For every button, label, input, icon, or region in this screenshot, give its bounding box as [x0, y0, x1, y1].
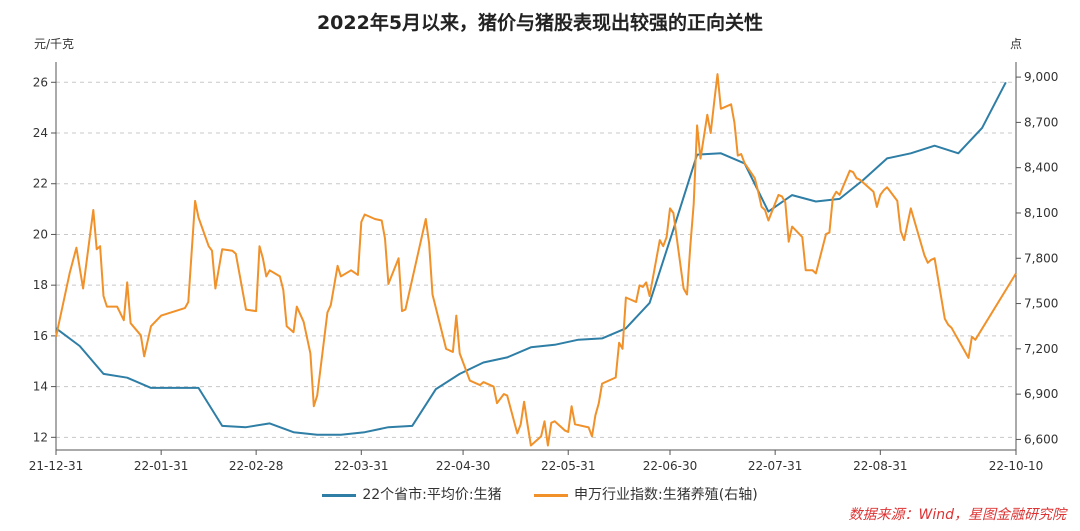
axes — [51, 62, 1021, 455]
x-tick-label: 22-05-31 — [541, 459, 595, 473]
left-axis-unit: 元/千克 — [34, 37, 74, 51]
left-tick-label: 22 — [33, 177, 48, 191]
right-tick-label: 7,200 — [1024, 342, 1058, 356]
legend-swatch-index — [534, 493, 569, 497]
left-tick-label: 12 — [33, 430, 48, 444]
legend-label-pig-price: 22个省市:平均价:生猪 — [362, 487, 502, 503]
right-axis-unit: 点 — [1010, 37, 1022, 51]
x-tick-label: 22-01-31 — [134, 459, 188, 473]
left-tick-label: 20 — [33, 227, 48, 241]
left-tick-label: 16 — [33, 329, 48, 343]
x-tick-label: 22-10-10 — [989, 459, 1043, 473]
left-tick-label: 24 — [33, 126, 48, 140]
x-tick-label: 22-03-31 — [334, 459, 388, 473]
legend-item-pig-price: 22个省市:平均价:生猪 — [322, 484, 502, 504]
x-tick-label: 22-06-30 — [643, 459, 697, 473]
right-tick-label: 8,400 — [1024, 161, 1058, 175]
legend-item-index: 申万行业指数:生猪养殖(右轴) — [534, 484, 758, 504]
chart-title: 2022年5月以来，猪价与猪股表现出较强的正向关性 — [316, 12, 764, 34]
legend: 22个省市:平均价:生猪 申万行业指数:生猪养殖(右轴) — [0, 484, 1080, 504]
legend-swatch-pig-price — [322, 493, 357, 497]
series — [55, 73, 1017, 447]
x-tick-label: 22-04-30 — [436, 459, 490, 473]
grid — [56, 81, 1016, 438]
x-tick-label: 21-12-31 — [29, 459, 83, 473]
x-tick-label: 22-02-28 — [229, 459, 283, 473]
x-tick-label: 22-08-31 — [853, 459, 907, 473]
right-tick-label: 6,900 — [1024, 387, 1058, 401]
tick-labels: 12 14 16 18 20 22 24 26 6,600 6,900 7,200 7,500 7,80… — [29, 70, 1059, 473]
left-tick-label: 26 — [33, 75, 48, 89]
legend-label-index: 申万行业指数:生猪养殖(右轴) — [574, 487, 758, 503]
right-tick-label: 7,800 — [1024, 251, 1058, 265]
right-tick-label: 9,000 — [1024, 70, 1058, 84]
series-line-pig-price — [55, 81, 1007, 436]
x-tick-label: 22-07-31 — [748, 459, 802, 473]
source-note: 数据来源：Wind，星图金融研究院 — [848, 507, 1067, 523]
right-tick-label: 8,100 — [1024, 206, 1058, 220]
right-tick-label: 8,700 — [1024, 115, 1058, 129]
left-tick-label: 18 — [33, 278, 48, 292]
left-tick-label: 14 — [33, 380, 48, 394]
right-tick-label: 7,500 — [1024, 297, 1058, 311]
right-tick-label: 6,600 — [1024, 432, 1058, 446]
series-line-index — [55, 73, 1017, 447]
